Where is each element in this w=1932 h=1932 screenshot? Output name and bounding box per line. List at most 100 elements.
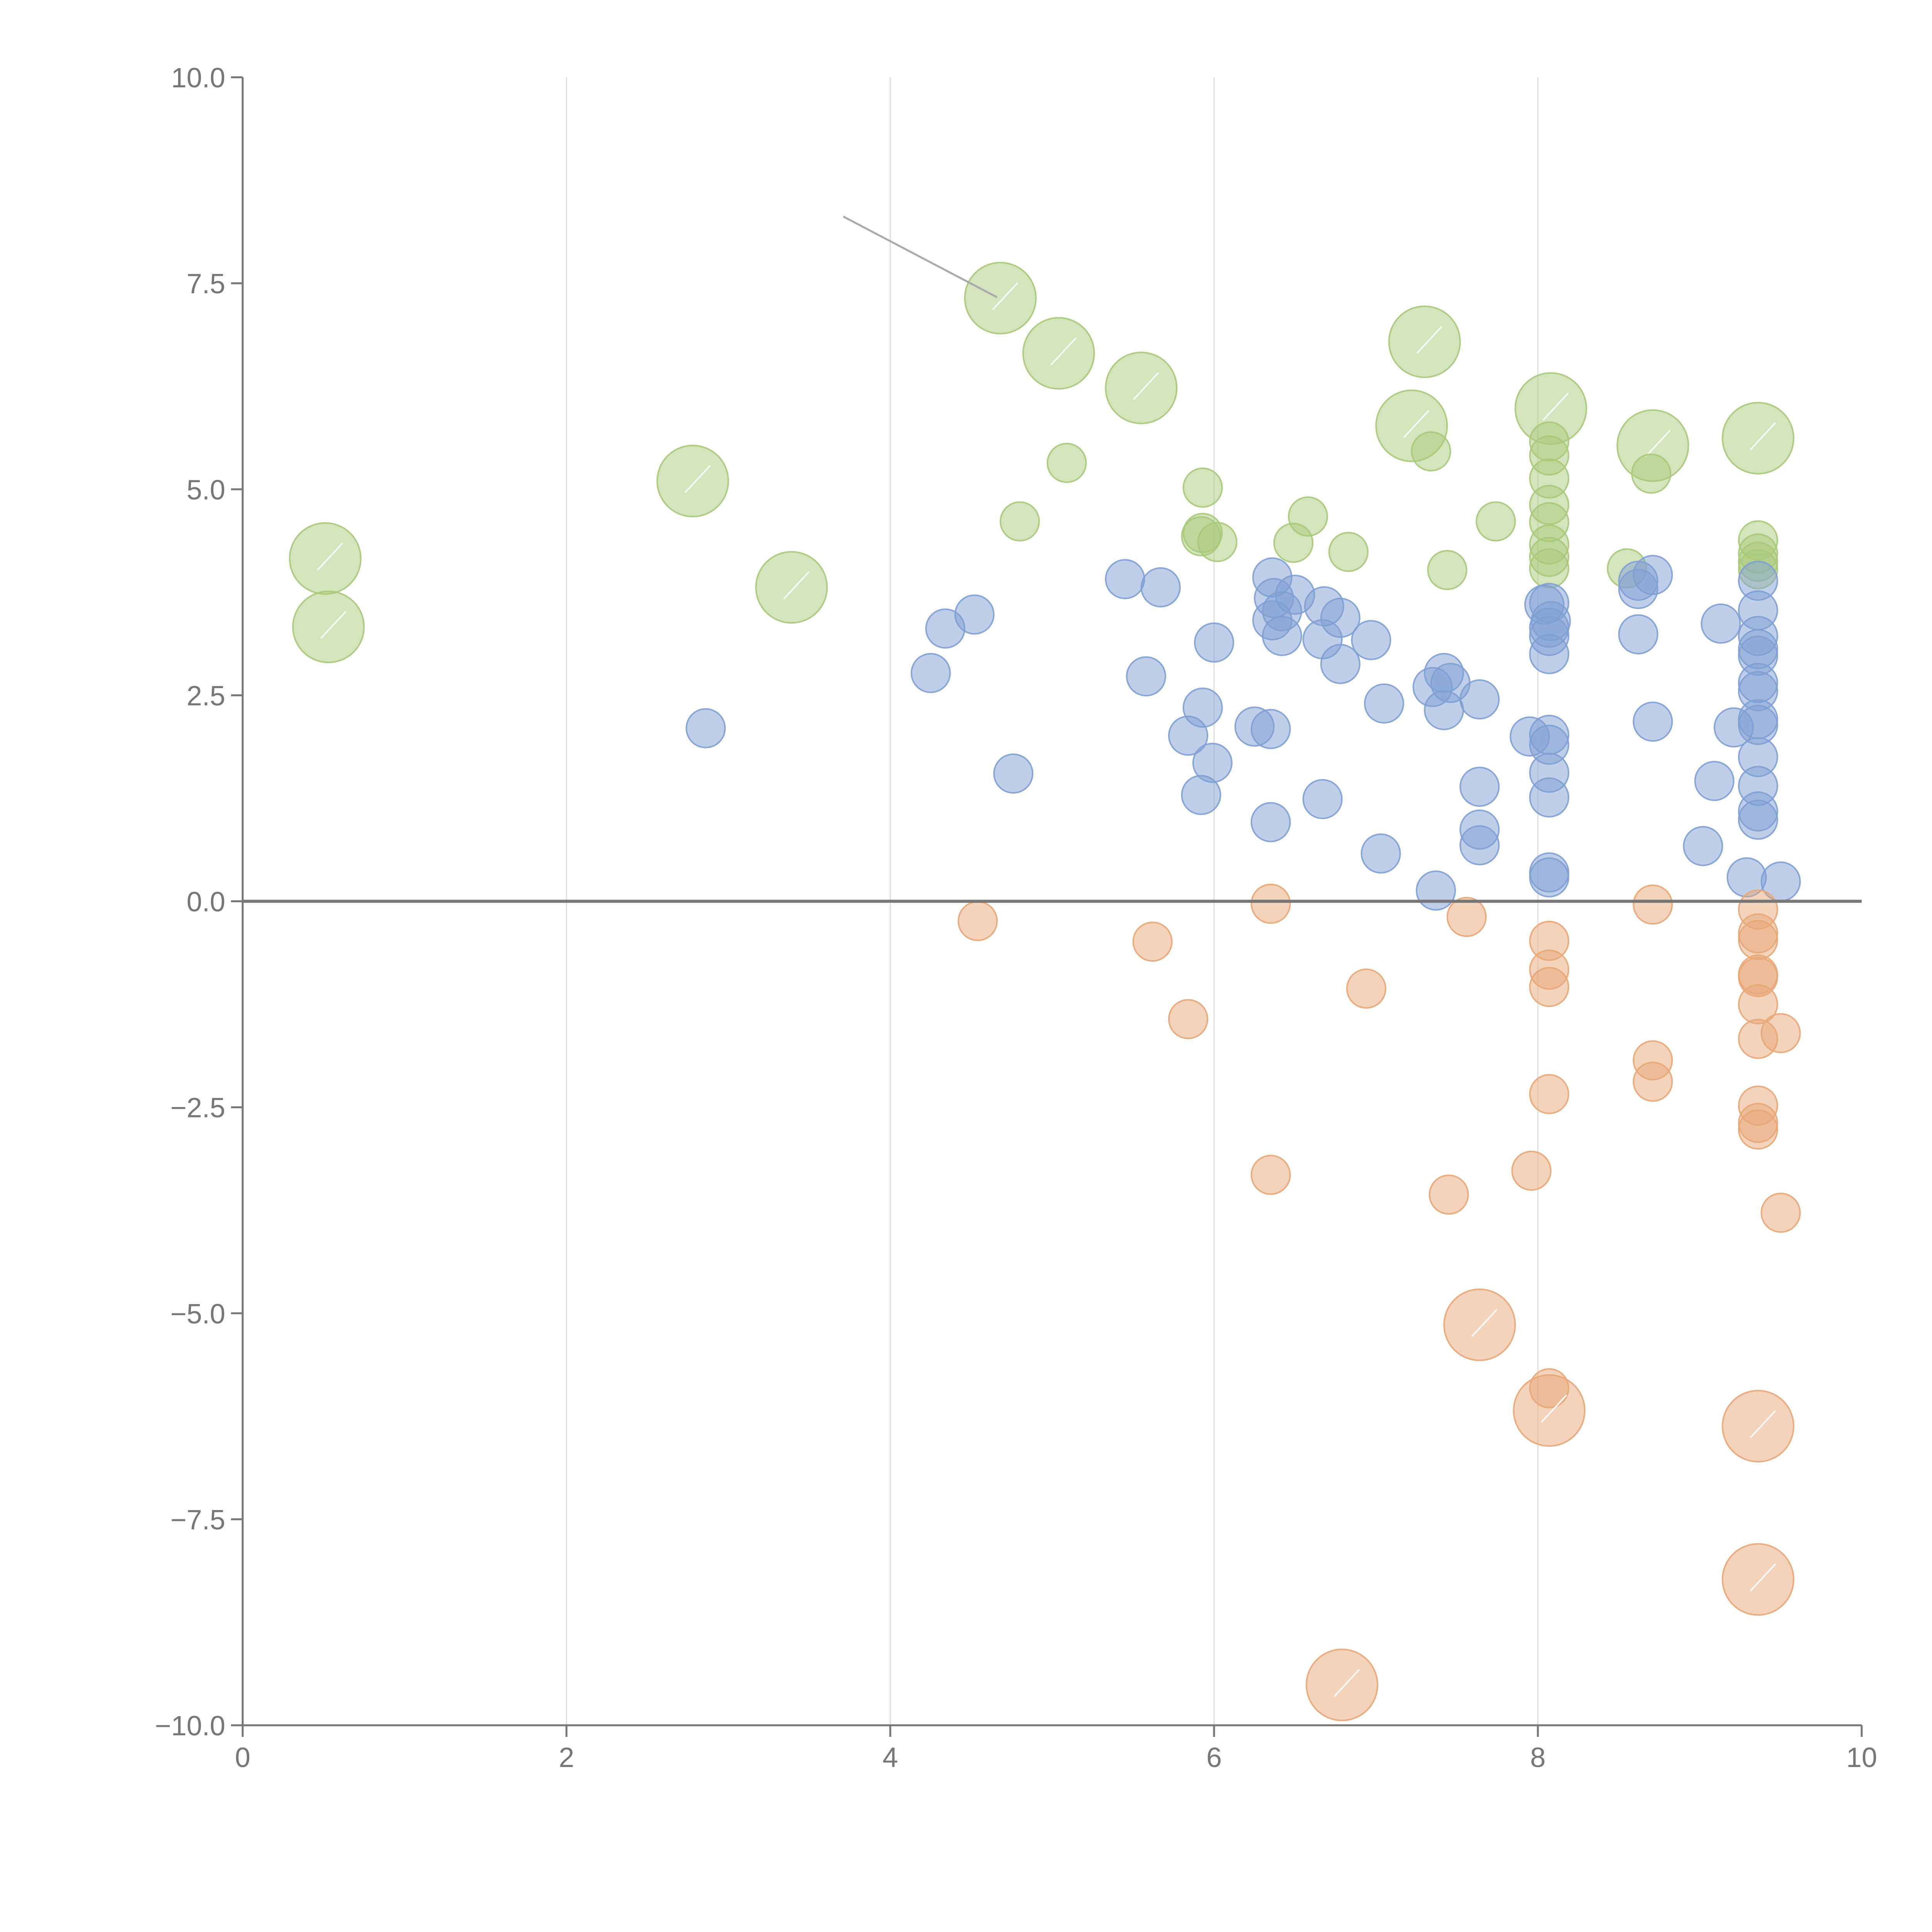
data-point-orange-12 <box>1529 1074 1570 1114</box>
y-tick-label-1: 7.5 <box>187 269 225 299</box>
data-point-orange-32 <box>1721 1543 1794 1616</box>
data-point-blue-54 <box>1618 614 1658 655</box>
data-point-green-11 <box>755 551 828 624</box>
data-point-blue-12 <box>1194 622 1234 663</box>
y-tick-label-0: 10.0 <box>171 63 225 94</box>
data-point-green-9 <box>289 522 362 595</box>
data-point-orange-5 <box>1346 968 1386 1009</box>
x-tick-label-2: 2 <box>559 1742 574 1773</box>
data-point-green-23 <box>1182 467 1223 508</box>
data-point-green-21 <box>1529 548 1570 588</box>
y-tick-label-5: −2.5 <box>170 1093 225 1124</box>
data-point-blue-7 <box>1126 656 1167 697</box>
data-point-blue-25 <box>1320 644 1361 684</box>
x-tick-label-4: 4 <box>883 1742 898 1773</box>
data-point-orange-1 <box>1132 921 1173 962</box>
data-point-blue-24 <box>1320 597 1361 638</box>
data-point-orange-30 <box>1513 1374 1586 1447</box>
axes <box>231 76 1863 1737</box>
data-point-blue-4 <box>993 753 1034 794</box>
label-leader-green-0 <box>992 282 1019 310</box>
data-point-orange-0 <box>957 901 998 941</box>
data-point-green-31 <box>1328 532 1369 572</box>
data-point-blue-56 <box>1633 701 1673 742</box>
data-point-blue-1 <box>910 653 951 693</box>
annotation-leader-line <box>843 216 998 298</box>
data-points <box>289 262 1801 1721</box>
label-leader-green-3 <box>1416 326 1443 354</box>
label-leader-green-5 <box>1543 392 1569 421</box>
data-point-orange-33 <box>1306 1648 1379 1721</box>
label-leader-green-1 <box>1050 337 1077 366</box>
data-point-green-0 <box>964 262 1037 335</box>
label-leader-green-2 <box>1133 372 1159 400</box>
label-leader-orange-30 <box>1541 1395 1567 1423</box>
data-point-blue-31 <box>1416 870 1456 911</box>
y-tick-label-3: 2.5 <box>187 680 225 711</box>
data-point-orange-4 <box>1250 1155 1291 1195</box>
data-point-blue-45 <box>1529 634 1570 674</box>
data-point-green-10 <box>292 590 365 663</box>
data-point-blue-38 <box>1459 825 1500 866</box>
label-leader-green-10 <box>320 611 347 639</box>
data-point-green-12 <box>1046 443 1087 483</box>
y-tick-label-8: −10.0 <box>155 1711 225 1742</box>
data-point-orange-26 <box>1738 1109 1778 1150</box>
label-leader-green-6 <box>1645 429 1671 458</box>
label-leader-green-9 <box>317 543 344 571</box>
data-point-orange-27 <box>1760 1013 1801 1053</box>
x-tick-label-8: 8 <box>1530 1742 1546 1773</box>
data-point-orange-19 <box>1738 920 1778 960</box>
data-point-blue-6 <box>1140 567 1181 608</box>
data-point-green-7 <box>1721 402 1794 475</box>
label-leader-green-4 <box>1403 410 1430 438</box>
data-point-blue-58 <box>1694 761 1735 801</box>
data-point-blue-55 <box>1633 555 1673 595</box>
data-point-orange-14 <box>1633 884 1673 925</box>
data-point-blue-36 <box>1459 767 1500 807</box>
data-point-blue-9 <box>1182 687 1223 728</box>
label-leader-orange-32 <box>1750 1563 1776 1592</box>
data-point-blue-15 <box>1250 802 1291 842</box>
data-point-blue-35 <box>1459 679 1500 720</box>
data-point-orange-6 <box>1429 1174 1469 1215</box>
data-point-blue-0 <box>685 708 726 748</box>
x-tick-label-10: 10 <box>1846 1742 1877 1773</box>
x-tick-label-6: 6 <box>1206 1742 1222 1773</box>
data-point-green-2 <box>1105 351 1178 424</box>
data-point-orange-2 <box>1168 999 1208 1039</box>
data-point-green-8 <box>656 444 729 517</box>
data-point-blue-11 <box>1192 743 1233 783</box>
label-leader-green-11 <box>783 571 810 600</box>
label-leader-orange-29 <box>1471 1309 1498 1337</box>
y-tick-label-2: 5.0 <box>187 474 225 505</box>
data-point-blue-26 <box>1302 779 1343 820</box>
data-point-blue-49 <box>1529 777 1570 818</box>
label-leader-green-8 <box>684 465 711 493</box>
data-point-blue-14 <box>1250 709 1291 749</box>
label-leader-orange-33 <box>1333 1669 1360 1697</box>
data-point-blue-27 <box>1351 620 1391 660</box>
label-leader-orange-31 <box>1750 1410 1776 1439</box>
data-point-blue-74 <box>1738 799 1778 840</box>
data-point-orange-31 <box>1721 1389 1794 1463</box>
y-tick-label-6: −5.0 <box>170 1299 225 1330</box>
data-point-orange-11 <box>1529 967 1570 1007</box>
data-point-orange-7 <box>1446 897 1487 937</box>
y-tick-label-4: 0.0 <box>187 887 225 918</box>
data-point-green-30 <box>1273 522 1314 563</box>
data-point-blue-20 <box>1262 616 1302 656</box>
data-point-green-29 <box>1197 522 1238 562</box>
data-point-blue-57 <box>1683 826 1723 866</box>
data-point-blue-28 <box>1364 683 1404 724</box>
data-point-green-26 <box>1476 501 1516 542</box>
data-point-orange-28 <box>1760 1192 1801 1233</box>
data-point-green-13 <box>1411 431 1451 472</box>
leader-lines <box>843 216 998 298</box>
tick-labels: 0 2 4 6 8 10 10.0 7.5 5.0 2.5 0.0 −2.5 −5.0 −7.5 −10.0 <box>155 63 1877 1773</box>
data-point-blue-3 <box>954 594 995 635</box>
label-leader-green-7 <box>1750 422 1776 451</box>
data-point-blue-59 <box>1701 603 1741 644</box>
data-point-orange-29 <box>1443 1288 1516 1361</box>
